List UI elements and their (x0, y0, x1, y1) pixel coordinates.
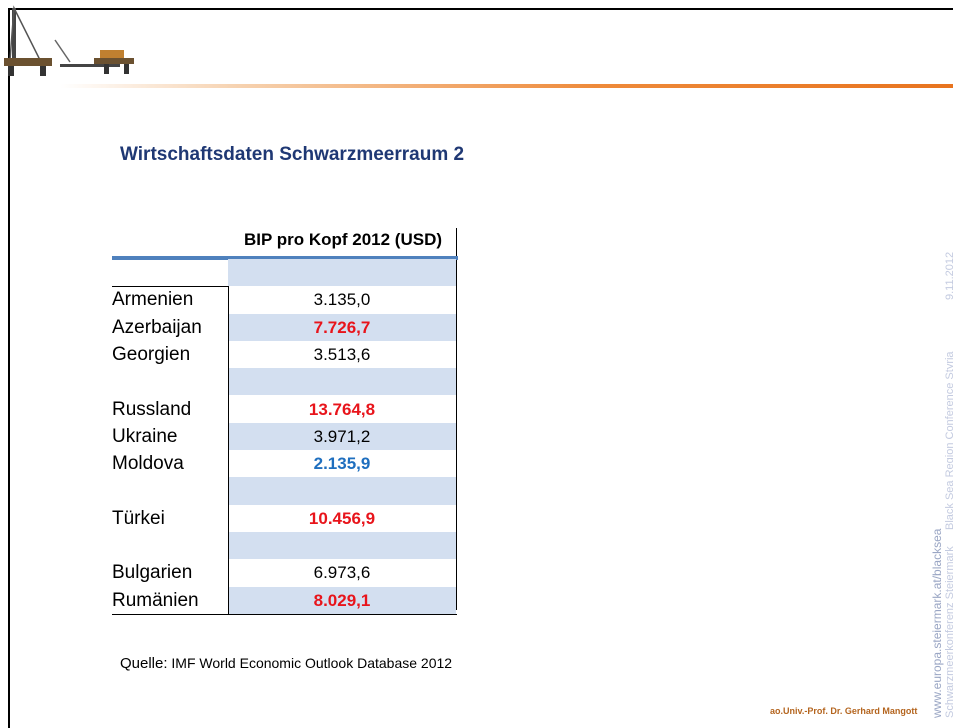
table-rule (112, 286, 228, 288)
cell-shading (228, 313, 456, 341)
country-name: Moldova (112, 453, 184, 475)
country-name: Armenien (112, 289, 194, 311)
table-row: Azerbaijan 7.726,7 (112, 313, 456, 341)
cell-shading (228, 532, 456, 560)
table-row (112, 532, 456, 560)
country-name: Russland (112, 398, 192, 420)
table-row: Moldova 2.135,9 (112, 450, 456, 477)
gdp-value: 8.029,1 (313, 590, 371, 610)
table-row (112, 368, 456, 396)
cell-shading (228, 368, 456, 396)
sidebar-date: 9.11.2012 (944, 251, 953, 300)
table-row: Georgien 3.513,6 (112, 341, 456, 368)
country-name: Türkei (112, 507, 165, 529)
table-row: Türkei 10.456,9 (112, 505, 456, 532)
slide-frame (8, 8, 953, 728)
table-row: Bulgarien 6.973,6 (112, 559, 456, 586)
table-row (112, 477, 456, 505)
source-note: Quelle: IMF World Economic Outlook Datab… (120, 655, 452, 672)
cell-shading (228, 477, 456, 505)
header-rule (60, 84, 953, 88)
table-row (112, 259, 456, 287)
oil-platform-logo (4, 5, 134, 76)
gdp-value: 13.764,8 (308, 399, 376, 419)
table-row: Rumänien 8.029,1 (112, 586, 456, 614)
country-name: Azerbaijan (112, 316, 202, 338)
table-row: Russland 13.764,8 (112, 396, 456, 423)
gdp-value: 6.973,6 (313, 563, 371, 583)
cell-shading (228, 259, 456, 287)
table-body: Armenien 3.135,0 Azerbaijan 7.726,7 Georgien… (112, 259, 458, 615)
gdp-value: 2.135,9 (313, 454, 371, 474)
gdp-value: 3.513,6 (313, 344, 371, 364)
table-border (456, 228, 457, 610)
table-row: Armenien 3.135,0 (112, 286, 456, 313)
table-row: Ukraine 3.971,2 (112, 422, 456, 451)
country-name: Georgien (112, 343, 191, 365)
source-text: IMF World Economic Outlook Database 2012 (171, 655, 453, 671)
table-rule (112, 613, 457, 615)
gdp-value: 3.971,2 (313, 426, 371, 446)
sidebar-conference-de: Schwarzmeerkonferenz Steiermark (944, 546, 953, 718)
header-rule (112, 256, 458, 260)
gdp-value: 7.726,7 (313, 317, 371, 337)
author: ao.Univ.-Prof. Dr. Gerhard Mangott (770, 706, 918, 716)
country-name: Bulgarien (112, 562, 193, 584)
gdp-value: 3.135,0 (313, 290, 371, 310)
data-table: BIP pro Kopf 2012 (USD) Armenien 3.135,0 A… (112, 228, 458, 615)
gdp-value: 10.456,9 (308, 508, 376, 528)
table-rule (228, 286, 229, 614)
country-name: Rumänien (112, 589, 199, 611)
slide-title: Wirtschaftsdaten Schwarzmeerraum 2 (120, 144, 465, 165)
sidebar-url: www.europa.steiermark.at/blacksea (930, 528, 944, 718)
cell-shading (228, 586, 456, 614)
sidebar-conference-en: Black Sea Region Conference Styria (944, 351, 953, 530)
table-header: BIP pro Kopf 2012 (USD) (243, 230, 443, 249)
source-label: Quelle: (120, 655, 168, 672)
country-name: Ukraine (112, 425, 178, 447)
cell-shading (228, 422, 456, 451)
